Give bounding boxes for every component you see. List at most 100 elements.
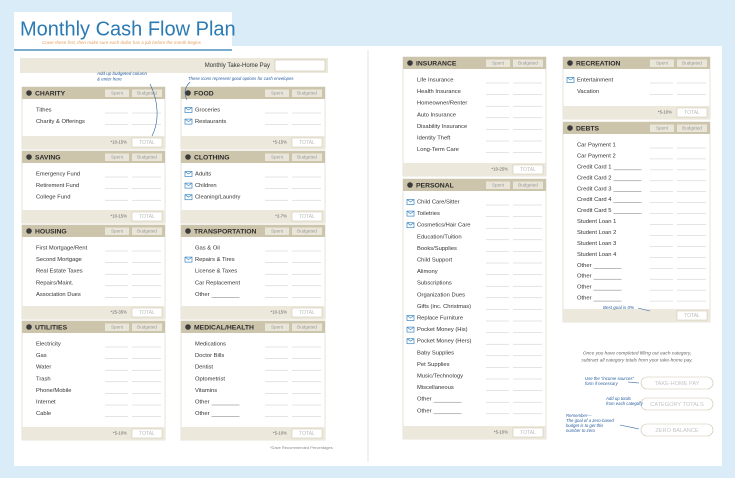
spent-label-box (265, 227, 289, 235)
spent-label-box (105, 89, 129, 97)
note-arrow (184, 81, 191, 101)
take-home-input[interactable] (274, 59, 326, 72)
item-label: Education/Tuition (417, 234, 462, 240)
envelope-icon (406, 210, 415, 217)
total-label: TOTAL (139, 310, 155, 316)
item-label: Retirement Fund (36, 183, 79, 189)
spent-label-box (265, 323, 289, 331)
total-box[interactable] (676, 310, 708, 321)
envelope-icon (184, 171, 193, 177)
section (562, 121, 711, 323)
item-label: Cosmetics/Hair Care (417, 223, 470, 229)
item-label: Other (195, 292, 210, 298)
item-label: Association Dues (36, 292, 81, 298)
item-label: Restaurants (195, 119, 226, 125)
section-footer (403, 426, 546, 439)
note-arrow (619, 424, 640, 430)
spent-label: Spent (271, 229, 284, 234)
total-box[interactable] (676, 107, 708, 118)
total-label: TOTAL (520, 430, 536, 436)
section-title: CLOTHING (194, 154, 230, 161)
total-box[interactable] (131, 211, 163, 222)
item-label: Other (195, 400, 210, 406)
handwritten-note: The goal of a zero-based (566, 418, 614, 423)
item-label: Electricity (36, 342, 61, 348)
section-icon (407, 60, 413, 66)
budgeted-label: Budgeted (297, 229, 317, 234)
total-box[interactable] (131, 307, 163, 318)
section-icon (407, 182, 413, 188)
budgeted-label-box (292, 323, 322, 331)
item-label: Cleaning/Laundry (195, 195, 241, 201)
item-label: Disability Insurance (417, 124, 467, 130)
handwritten-note: Best goal is 0% (603, 305, 634, 310)
envelope-icon (184, 182, 193, 187)
spent-label-box (265, 89, 289, 97)
section-title: FOOD (194, 90, 214, 97)
item-label: Pocket Money (His) (417, 327, 468, 333)
total-box[interactable] (512, 427, 544, 438)
total-box[interactable] (291, 137, 323, 148)
item-label: Replace Furniture (417, 316, 463, 322)
budgeted-label: Budgeted (297, 155, 317, 160)
item-label: Entertainment (577, 78, 613, 84)
instructions: subtract all category totals from your t… (581, 357, 692, 363)
item-label: Child Care/Sitter (417, 200, 460, 206)
budgeted-label: Budgeted (137, 155, 157, 160)
spent-label: Spent (656, 61, 669, 66)
item-label: Auto Insurance (417, 112, 456, 118)
total-box[interactable] (291, 428, 323, 439)
total-box[interactable] (291, 307, 323, 318)
summary-box-label: ZERO BALANCE (655, 428, 698, 434)
take-home-label: Monthly Take-Home Pay (205, 63, 270, 69)
item-label: Credit Card 1 (577, 164, 611, 170)
percent: *5-10% (113, 431, 127, 436)
item-label: Credit Card 3 (577, 186, 611, 192)
spent-label-box (650, 124, 674, 132)
title-card (14, 12, 232, 50)
total-label: TOTAL (139, 140, 155, 146)
section-footer (22, 306, 165, 319)
item-label: Miscellaneous (417, 385, 454, 391)
envelope-icon (184, 194, 193, 201)
handwritten-note: number to zero (566, 428, 596, 433)
title: Monthly Cash Flow Plan (20, 18, 236, 40)
budgeted-label-box (132, 227, 162, 235)
instructions: Once you have completed filling out each… (583, 350, 691, 356)
total-label: TOTAL (520, 167, 536, 173)
item-label: Other (577, 263, 592, 269)
summary-box[interactable] (640, 376, 714, 390)
envelope-icon (184, 107, 193, 111)
item-label: Gas (36, 353, 47, 359)
summary-box[interactable] (640, 423, 714, 437)
item-label: Vitamins (195, 388, 217, 394)
total-box[interactable] (131, 428, 163, 439)
summary-box[interactable] (640, 397, 714, 411)
handwritten-note: from each category (606, 401, 644, 406)
section-footer (22, 136, 165, 149)
item-label: Pocket Money (Hers) (417, 339, 472, 345)
envelope-icon (566, 77, 575, 81)
item-label: Other (417, 397, 432, 403)
item-label: Repairs/Maint. (36, 280, 74, 286)
section-header (22, 87, 165, 99)
section-footer (181, 427, 325, 440)
section-title: HOUSING (35, 228, 67, 235)
total-box[interactable] (291, 211, 323, 222)
total-box[interactable] (131, 137, 163, 148)
item-label: Other (577, 296, 592, 302)
spent-label-box (265, 153, 289, 161)
item-label: Phone/Mobile (36, 388, 71, 394)
item-label: Second Mortgage (36, 257, 82, 263)
total-label: TOTAL (299, 310, 315, 316)
envelope-icon (406, 338, 415, 342)
section-title: PERSONAL (416, 182, 454, 189)
budgeted-label-box (677, 124, 707, 132)
total-label: TOTAL (684, 110, 700, 116)
item-label: Tithes (36, 108, 52, 114)
item-label: Medications (195, 342, 226, 348)
item-label: Gifts (inc. Christmas) (417, 304, 471, 310)
total-box[interactable] (512, 164, 544, 175)
item-label: Repairs & Tires (195, 257, 235, 263)
budgeted-label: Budgeted (518, 183, 538, 188)
